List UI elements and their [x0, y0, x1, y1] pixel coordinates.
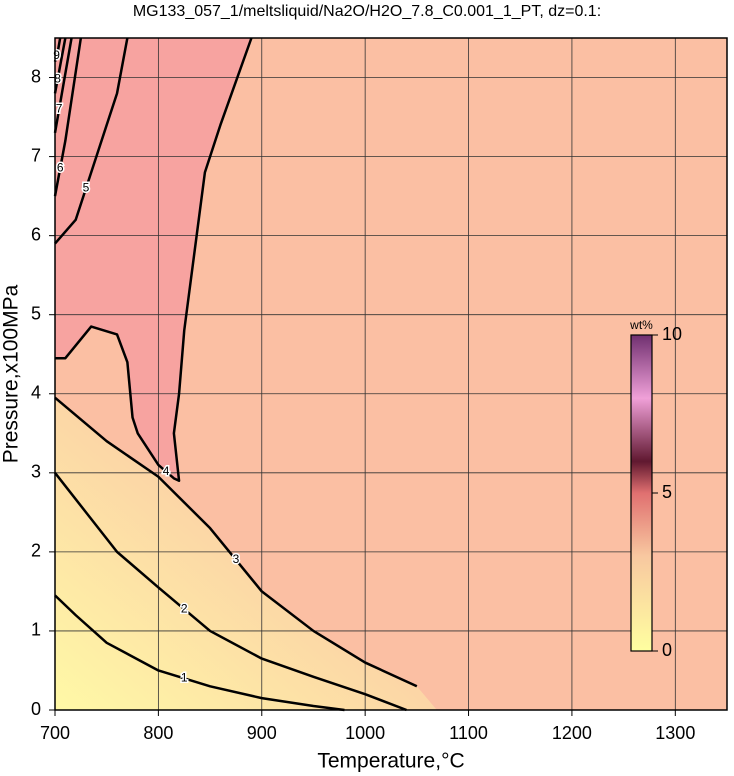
contour-label: 9: [53, 48, 60, 62]
y-tick-label: 4: [31, 383, 41, 403]
chart-title: MG133_057_1/meltsliquid/Na2O/H2O_7.8_C0.…: [133, 3, 601, 20]
region-fill: [55, 397, 437, 710]
colorbar-tick-label: 10: [662, 324, 682, 344]
contour-line: [53, 37, 73, 134]
y-tick-label: 0: [31, 699, 41, 719]
x-axis-label: Temperature,°C: [317, 750, 464, 773]
x-tick-label: 1100: [449, 723, 488, 743]
y-axis-label: Pressure,x100MPa: [0, 284, 23, 463]
contour-line: [54, 37, 129, 245]
y-tick-label: 3: [31, 462, 41, 482]
region-fill: [55, 38, 252, 481]
y-tick-label: 5: [31, 303, 41, 323]
colorbar-tick-label: 5: [662, 482, 672, 502]
colorbar-label: wt%: [629, 318, 653, 332]
contour-label: 2: [181, 601, 188, 615]
contour-label: 6: [57, 161, 64, 175]
y-tick-label: 6: [31, 224, 41, 244]
contour-line: [54, 594, 345, 712]
x-tick-label: 900: [247, 723, 277, 743]
x-tick-label: 1200: [552, 723, 592, 743]
contour-label: 8: [54, 72, 61, 86]
x-tick-label: 700: [40, 723, 70, 743]
contour-line: [53, 37, 67, 94]
contour-label: 1: [181, 671, 188, 685]
contour-label: 5: [83, 180, 90, 194]
contour-line: [53, 37, 62, 63]
y-tick-label: 1: [31, 620, 41, 640]
y-tick-label: 8: [31, 66, 41, 86]
y-tick-label: 7: [31, 145, 41, 165]
contour-label: 7: [56, 101, 63, 115]
contour-label: 3: [233, 552, 240, 566]
contour-line: [53, 37, 83, 197]
colorbar-tick-label: 0: [662, 640, 672, 660]
x-tick-label: 1000: [345, 723, 385, 743]
colorbar: [630, 334, 653, 652]
x-tick-label: 1300: [655, 723, 695, 743]
x-tick-label: 800: [143, 723, 173, 743]
contour-label: 4: [163, 464, 170, 478]
contour-line: [55, 37, 253, 482]
plot-frame: [54, 37, 728, 711]
y-tick-label: 2: [31, 541, 41, 561]
contour-line: [54, 396, 418, 688]
contour-line: [54, 472, 407, 712]
